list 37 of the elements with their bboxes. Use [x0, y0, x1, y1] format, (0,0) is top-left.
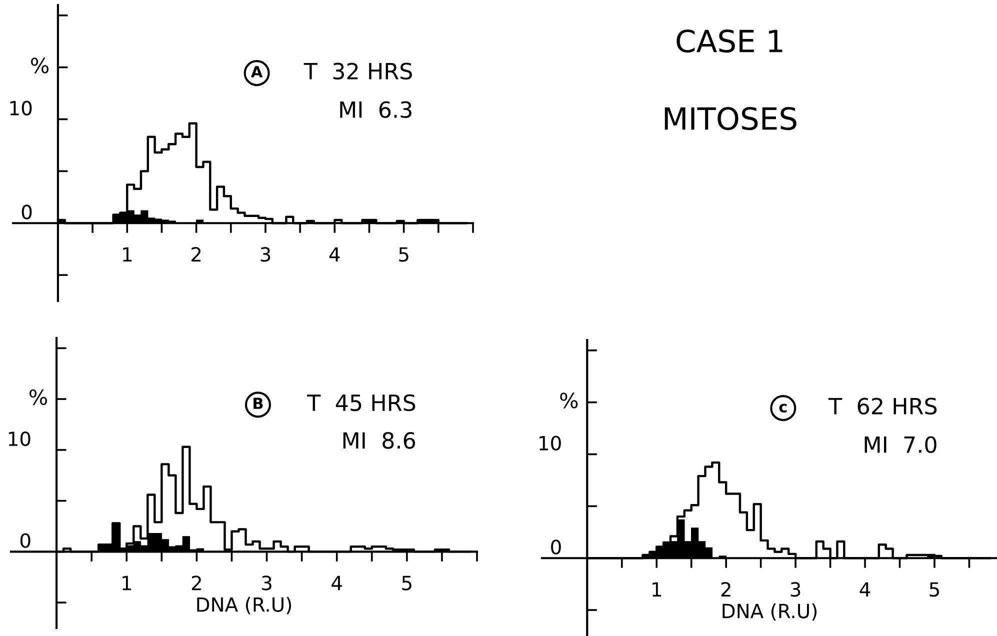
x-tick-label: 5	[399, 247, 408, 262]
annotation: A	[250, 66, 263, 78]
x-tick-label: 4	[860, 582, 870, 596]
x-tick-label: 5	[930, 582, 939, 597]
y-tick-label: 0	[551, 540, 561, 554]
y-tick-label: 10	[8, 431, 30, 446]
x-tick-label: 2	[192, 247, 201, 262]
x-axis-title: DNA (R.U)	[722, 603, 817, 621]
x-tick-label: 1	[122, 576, 132, 590]
x-tick-label: 3	[262, 576, 272, 590]
annotation: B	[254, 398, 263, 409]
text: MITOSES	[664, 107, 796, 130]
annotation: T 32 HRS	[304, 62, 412, 80]
x-tick-label: 1	[652, 582, 662, 596]
y-axis-title: %	[560, 392, 578, 408]
y-axis-title: %	[31, 58, 49, 74]
annotation: T 45 HRS	[307, 394, 416, 412]
x-tick-label: 4	[329, 247, 340, 262]
x-tick-label: 3	[260, 247, 270, 262]
annotation: T 62 HRS	[828, 398, 937, 415]
x-tick-label: 5	[402, 576, 412, 590]
x-tick-label: 3	[790, 582, 800, 597]
x-tick-label: 2	[721, 582, 730, 596]
annotation: MI 8.6	[343, 432, 416, 449]
y-tick-label: 10	[540, 436, 561, 450]
x-tick-label: 1	[123, 247, 132, 262]
x-axis-title: DNA (R.U)	[197, 596, 292, 614]
annotation: c	[779, 404, 787, 413]
y-tick-label: 0	[22, 204, 32, 220]
x-tick-label: 2	[192, 576, 201, 590]
x-tick-label: 4	[332, 576, 342, 590]
annotation: MI 7.0	[864, 436, 936, 454]
text: CASE 1	[676, 30, 782, 53]
y-tick-label: 0	[20, 533, 30, 548]
y-axis-title: %	[29, 389, 47, 406]
annotation: MI 6.3	[340, 101, 412, 118]
y-tick-label: 10	[10, 100, 32, 116]
